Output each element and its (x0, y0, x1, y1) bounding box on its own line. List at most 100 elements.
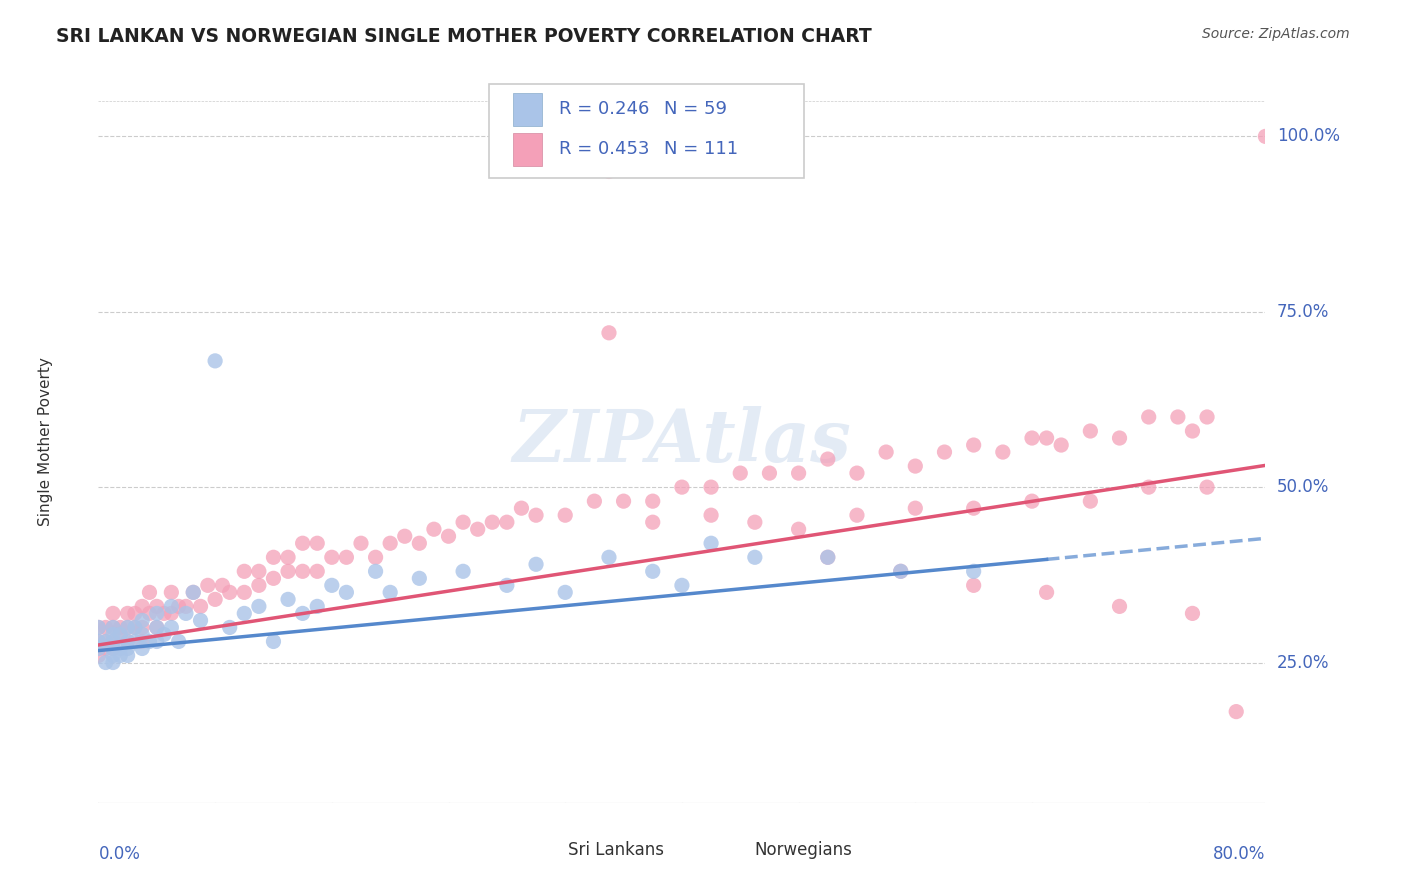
Point (101, 607, 124, 621)
Point (1137, 480, 1160, 494)
Point (87, 620, 110, 634)
Text: 100.0%: 100.0% (1277, 128, 1340, 145)
Point (167, 634, 190, 648)
Text: 0.0%: 0.0% (98, 845, 141, 863)
Point (101, 634, 124, 648)
Point (1225, 705, 1247, 719)
Text: SRI LANKAN VS NORWEGIAN SINGLE MOTHER POVERTY CORRELATION CHART: SRI LANKAN VS NORWEGIAN SINGLE MOTHER PO… (56, 27, 872, 45)
Point (131, 627, 153, 641)
Point (146, 607, 169, 621)
Point (890, 564, 912, 578)
Point (335, 550, 357, 565)
Point (160, 607, 183, 621)
Point (233, 607, 256, 621)
Point (211, 578, 233, 592)
Point (160, 620, 183, 634)
Point (277, 592, 299, 607)
Point (110, 627, 132, 641)
Point (160, 585, 183, 599)
Point (117, 620, 139, 634)
Point (160, 599, 183, 614)
Point (190, 614, 212, 628)
Point (87, 634, 110, 648)
Text: Norwegians: Norwegians (754, 841, 852, 859)
Point (291, 607, 314, 621)
Point (934, 445, 956, 459)
Text: 75.0%: 75.0% (1277, 302, 1330, 321)
Point (364, 550, 387, 565)
Point (110, 648, 132, 663)
Point (167, 599, 190, 614)
Point (124, 634, 146, 648)
Point (962, 438, 984, 452)
Point (408, 571, 430, 585)
Point (247, 578, 270, 592)
Point (218, 620, 240, 634)
Point (846, 508, 869, 523)
Point (94, 620, 117, 634)
Point (218, 585, 240, 599)
Point (94, 656, 117, 670)
Point (1108, 431, 1130, 445)
Point (101, 641, 124, 656)
Point (1050, 438, 1073, 452)
Text: Single Mother Poverty: Single Mother Poverty (38, 357, 53, 526)
Point (744, 550, 766, 565)
Text: 25.0%: 25.0% (1277, 654, 1330, 672)
Point (87, 620, 110, 634)
Point (291, 536, 314, 550)
Point (87, 648, 110, 663)
Point (153, 607, 176, 621)
Point (481, 515, 503, 529)
Text: N = 59: N = 59 (665, 101, 727, 119)
Point (146, 620, 169, 634)
Point (321, 578, 343, 592)
Point (138, 607, 160, 621)
Point (277, 564, 299, 578)
Point (247, 599, 270, 614)
Point (174, 607, 197, 621)
Point (730, 466, 752, 480)
Point (1167, 409, 1189, 424)
Point (510, 501, 533, 516)
Point (110, 641, 132, 656)
Point (700, 508, 723, 523)
Point (1195, 480, 1218, 494)
Point (174, 599, 197, 614)
Point (394, 529, 416, 543)
Point (496, 578, 519, 592)
Point (744, 515, 766, 529)
Point (437, 529, 460, 543)
Text: 50.0%: 50.0% (1277, 478, 1330, 496)
Point (204, 354, 226, 368)
Point (87, 641, 110, 656)
Point (138, 634, 160, 648)
Point (380, 536, 402, 550)
Point (700, 536, 723, 550)
Point (117, 648, 139, 663)
Point (131, 641, 153, 656)
Point (197, 578, 219, 592)
Point (671, 480, 693, 494)
Point (1080, 424, 1102, 438)
Point (101, 627, 124, 641)
Point (307, 599, 329, 614)
FancyBboxPatch shape (489, 84, 804, 178)
Text: ZIPAtlas: ZIPAtlas (513, 406, 851, 477)
Point (408, 536, 430, 550)
Point (451, 564, 474, 578)
Point (583, 494, 606, 508)
Point (87, 641, 110, 656)
Point (153, 627, 176, 641)
Point (350, 536, 373, 550)
Point (291, 564, 314, 578)
Point (307, 564, 329, 578)
Point (181, 585, 204, 599)
Point (94, 634, 117, 648)
Point (904, 501, 927, 516)
Point (124, 607, 146, 621)
Point (262, 634, 284, 648)
Point (146, 599, 169, 614)
Point (423, 522, 446, 536)
Point (101, 641, 124, 656)
